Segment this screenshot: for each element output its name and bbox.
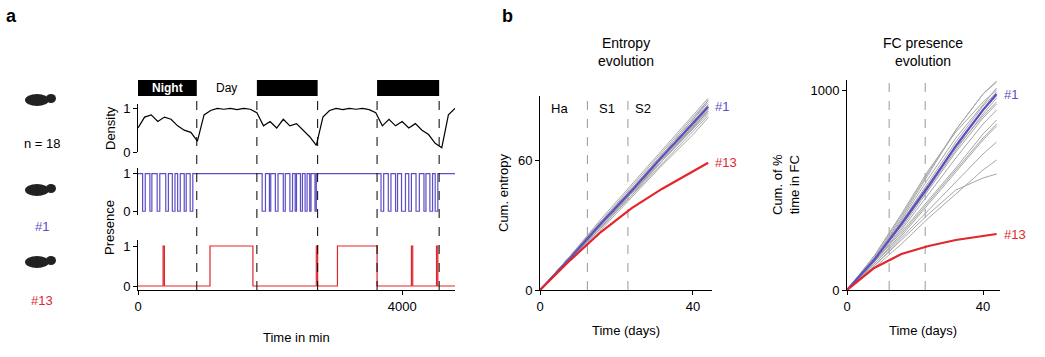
svg-text:S2: S2 [635,101,651,116]
svg-text:Time (days): Time (days) [592,323,660,338]
svg-text:0: 0 [536,299,543,314]
svg-text:#13: #13 [1004,227,1026,242]
svg-text:0: 0 [832,283,839,298]
svg-text:Entropyevolution: Entropyevolution [598,35,654,69]
svg-text:b: b [502,6,513,26]
svg-text:Ha: Ha [551,101,568,116]
svg-text:Night: Night [152,81,183,95]
svg-text:0: 0 [843,299,850,314]
svg-text:Cum. entropy: Cum. entropy [496,153,511,232]
svg-text:#1: #1 [1004,87,1018,102]
svg-text:0: 0 [123,145,130,160]
svg-text:Time in min: Time in min [263,330,330,345]
svg-text:0: 0 [123,204,130,219]
svg-text:40: 40 [976,299,990,314]
svg-text:1: 1 [123,239,130,254]
svg-text:Cum. of %time in FC: Cum. of %time in FC [770,154,802,215]
svg-text:1: 1 [123,166,130,181]
svg-text:a: a [6,6,17,26]
svg-text:0: 0 [123,279,130,294]
svg-text:#1: #1 [35,219,49,234]
svg-text:Day: Day [216,81,237,95]
svg-text:1: 1 [123,101,130,116]
svg-text:#13: #13 [715,155,737,170]
svg-text:n = 18: n = 18 [24,136,61,151]
svg-text:1000: 1000 [810,83,839,98]
svg-text:Presence: Presence [102,200,117,255]
svg-text:60: 60 [518,153,532,168]
svg-text:#13: #13 [31,293,53,308]
svg-text:S1: S1 [599,101,615,116]
svg-text:0: 0 [525,283,532,298]
svg-text:4000: 4000 [388,299,417,314]
svg-text:0: 0 [134,299,141,314]
svg-text:#1: #1 [715,99,729,114]
svg-text:Time (days): Time (days) [889,323,957,338]
svg-text:FC presenceevolution: FC presenceevolution [883,35,963,69]
svg-text:40: 40 [686,299,700,314]
svg-text:Density: Density [103,106,118,150]
